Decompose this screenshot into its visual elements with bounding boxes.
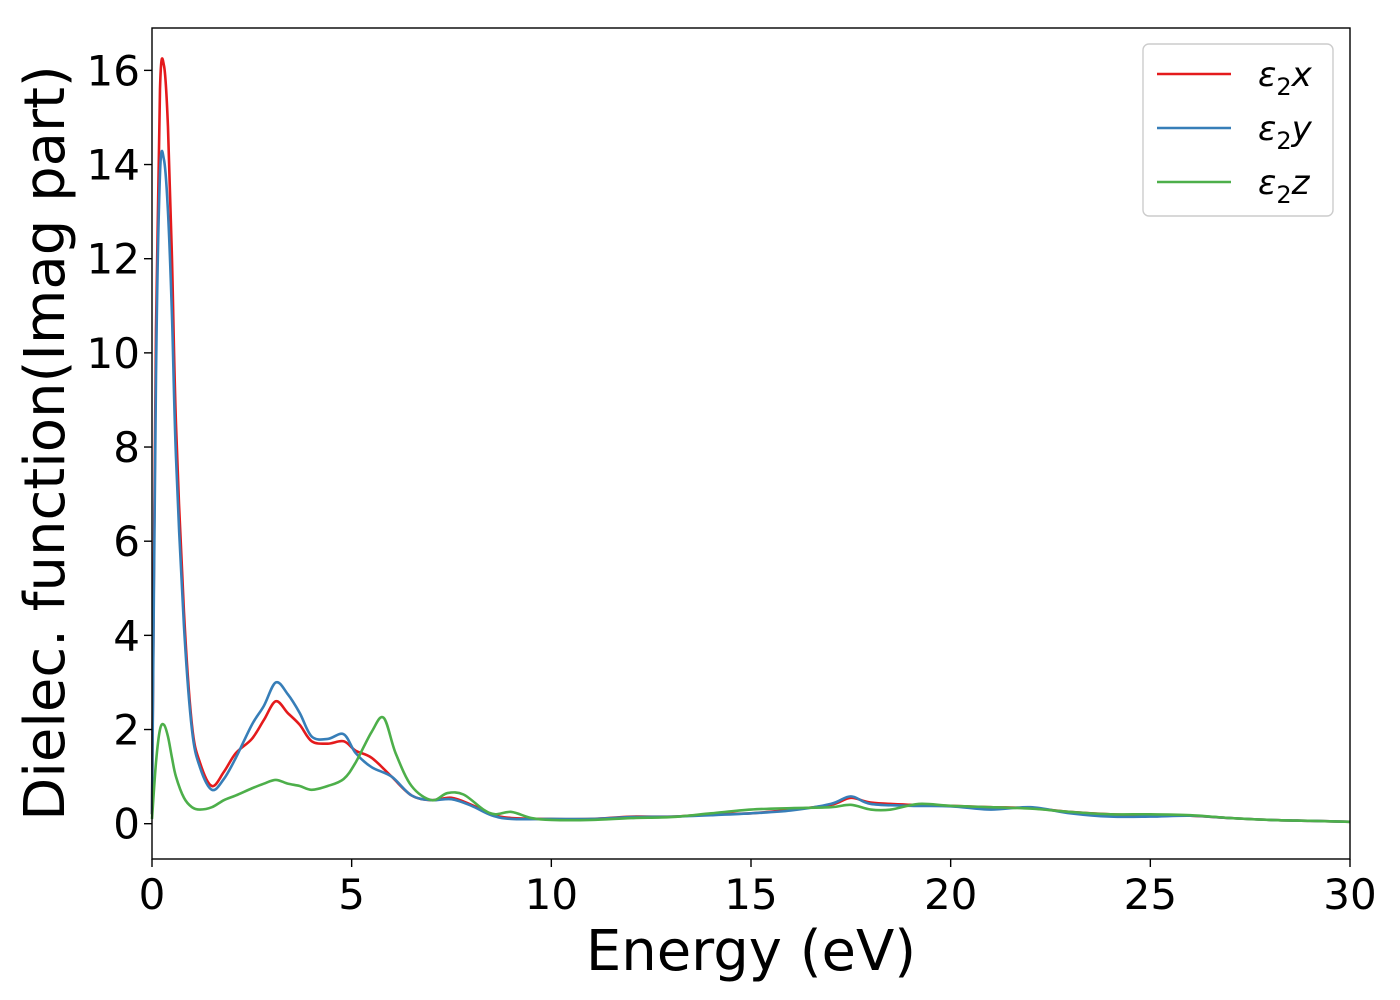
series-line-y <box>150 149 1351 824</box>
x-tick-label: 5 <box>338 870 365 919</box>
series-line-z <box>150 715 1351 824</box>
y-axis-label: Dielec. function(Imag part) <box>13 65 78 821</box>
legend-box <box>1142 43 1334 217</box>
y-tick-label: 8 <box>113 423 140 472</box>
x-axis-label: Energy (eV) <box>586 919 916 984</box>
x-tick-label: 25 <box>1124 870 1177 919</box>
legend: ε2x ε2y ε2z <box>1142 43 1334 217</box>
x-axis-ticks: 0 5 10 15 20 25 30 <box>139 859 1377 919</box>
y-tick-label: 10 <box>87 329 140 378</box>
x-tick-label: 0 <box>139 870 166 919</box>
x-tick-label: 10 <box>525 870 578 919</box>
legend-label-x: ε2x <box>1258 55 1313 101</box>
legend-label-z: ε2z <box>1258 163 1311 209</box>
x-tick-label: 30 <box>1323 870 1376 919</box>
y-tick-label: 6 <box>113 517 140 566</box>
legend-label-y: ε2y <box>1258 109 1313 155</box>
series-lines <box>150 57 1351 824</box>
y-tick-label: 14 <box>87 141 140 190</box>
y-tick-label: 0 <box>113 800 140 849</box>
y-tick-label: 4 <box>113 611 140 660</box>
y-tick-label: 16 <box>87 46 140 95</box>
x-tick-label: 15 <box>724 870 777 919</box>
y-axis-ticks: 0 2 4 6 8 10 12 14 16 <box>87 46 152 849</box>
x-tick-label: 20 <box>924 870 977 919</box>
y-tick-label: 12 <box>87 235 140 284</box>
y-tick-label: 2 <box>113 706 140 755</box>
